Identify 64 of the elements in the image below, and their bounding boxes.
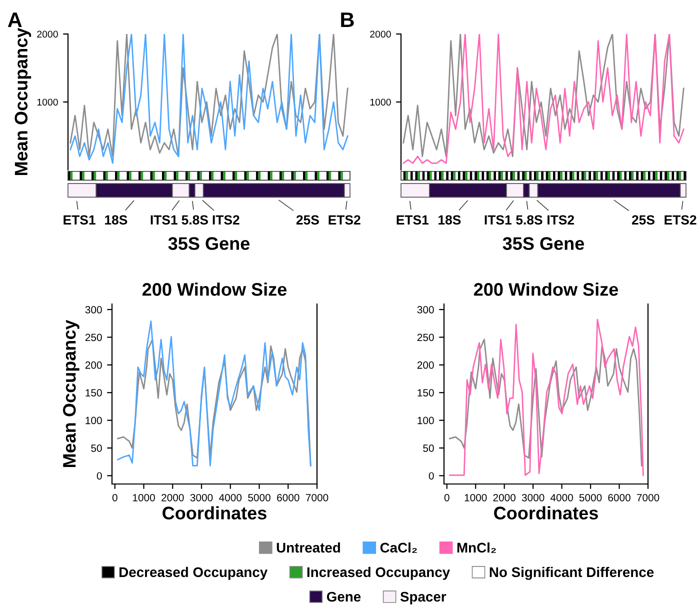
- x-tick-label: 7000: [306, 494, 328, 502]
- chart-title: 200 Window Size: [142, 282, 287, 296]
- x-tick-label: 6000: [608, 494, 630, 502]
- text: B: [341, 12, 354, 27]
- category-label: Decreased Occupancy: [120, 566, 268, 580]
- y-tick-label: 200: [417, 361, 434, 369]
- x-tick-label: 3000: [522, 494, 544, 502]
- y-tick-label: 250: [417, 334, 434, 342]
- y-tick-label: 0: [96, 472, 102, 480]
- y-tick-label: 100: [418, 416, 434, 424]
- text: 25S: [296, 215, 319, 225]
- legend-label: Untreated: [276, 542, 340, 553]
- text: ITS1: [150, 215, 178, 225]
- y-tick-label: 150: [86, 389, 102, 396]
- y-axis-title: Mean Occupancy: [62, 320, 80, 468]
- x-tick-label: 1000: [132, 494, 155, 502]
- text: ITS1: [484, 215, 512, 225]
- text: 5.8S: [182, 215, 208, 225]
- x-tick-label: 5000: [248, 494, 270, 502]
- x-tick-label: 0: [112, 494, 118, 502]
- y-tick-label: 100: [86, 416, 102, 424]
- legend-label: CaCl₂: [380, 542, 417, 553]
- category-label: Gene: [326, 592, 361, 602]
- text: 18S: [105, 215, 128, 225]
- x-tick-label: 0: [444, 494, 450, 502]
- x-tick-label: 1000: [464, 494, 487, 502]
- x-axis-title: Coordinates: [162, 506, 266, 520]
- text: ETS1: [396, 215, 429, 225]
- x-tick-label: 5000: [579, 494, 602, 502]
- legend-label: MnCl₂: [457, 542, 496, 553]
- y-tick-label: 250: [85, 334, 102, 342]
- line-series: [449, 318, 644, 476]
- y-tick-label: 200: [85, 361, 102, 369]
- text: ITS2: [212, 215, 240, 225]
- text: ITS2: [548, 215, 574, 225]
- text: ETS1: [64, 215, 96, 225]
- x-tick-label: 3000: [190, 494, 213, 502]
- y-tick-label: 300: [85, 306, 102, 314]
- text: ETS2: [664, 215, 696, 225]
- x-tick-label: 2000: [162, 494, 184, 502]
- text: 25S: [632, 215, 654, 225]
- category-label: Spacer: [400, 592, 446, 604]
- chart-title: 200 Window Size: [474, 282, 618, 296]
- category-label: Increased Occupancy: [307, 566, 450, 580]
- text: 18S: [438, 215, 461, 225]
- line-series: [449, 338, 642, 466]
- y-tick-label: 150: [418, 389, 434, 396]
- x-tick-label: 4000: [219, 494, 242, 502]
- x-tick-label: 4000: [550, 494, 573, 502]
- y-tick-label: 0: [428, 472, 434, 480]
- x-axis-title: 35S Gene: [168, 237, 250, 250]
- x-tick-label: 2000: [493, 494, 516, 502]
- text: ETS2: [328, 215, 360, 225]
- y-tick-label: 50: [423, 444, 434, 452]
- x-axis-title: Coordinates: [494, 506, 598, 520]
- y-axis-title: Mean Occupancy: [14, 28, 32, 176]
- x-tick-label: 6000: [277, 494, 300, 502]
- y-tick-label: 50: [91, 444, 102, 452]
- x-axis-title: 35S Gene: [502, 237, 584, 250]
- x-tick-label: 7000: [636, 494, 660, 502]
- category-label: No Significant Difference: [490, 566, 654, 580]
- text: 5.8S: [516, 215, 542, 225]
- y-tick-label: 300: [417, 306, 434, 314]
- text: A: [8, 12, 22, 27]
